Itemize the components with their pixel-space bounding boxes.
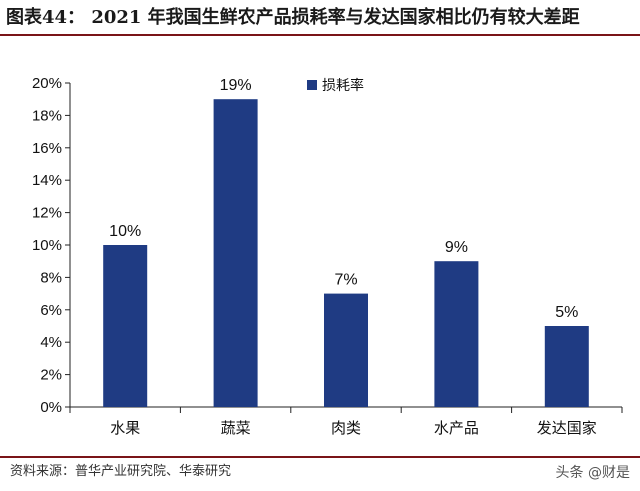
y-tick-label: 20% (32, 75, 62, 92)
data-label: 10% (109, 223, 141, 240)
y-tick-label: 6% (40, 302, 62, 319)
bar (324, 293, 368, 407)
y-tick-label: 16% (32, 140, 62, 157)
legend-swatch (307, 80, 317, 90)
data-label: 19% (220, 77, 252, 94)
x-tick-label: 水产品 (434, 419, 479, 437)
bottom-rule (0, 456, 640, 458)
bar (434, 261, 479, 407)
y-tick-label: 8% (40, 269, 62, 286)
bar (544, 326, 589, 407)
bar (213, 99, 258, 407)
legend-label: 损耗率 (322, 77, 364, 94)
bar (103, 245, 148, 407)
title-bar: 图表44： 2021 年我国生鲜农产品损耗率与发达国家相比仍有较大差距 (0, 0, 640, 32)
data-label: 7% (334, 272, 357, 289)
data-label: 5% (555, 304, 578, 321)
chart-title: 图表44： 2021 年我国生鲜农产品损耗率与发达国家相比仍有较大差距 (6, 7, 580, 28)
x-tick-label: 蔬菜 (221, 419, 251, 437)
y-tick-label: 2% (40, 367, 62, 384)
y-tick-label: 18% (32, 107, 62, 124)
y-tick-label: 10% (32, 237, 62, 254)
x-tick-label: 水果 (110, 419, 140, 437)
y-tick-label: 4% (40, 334, 62, 351)
x-tick-label: 肉类 (331, 419, 361, 437)
watermark: 头条 @财是 (555, 465, 630, 481)
y-tick-label: 14% (32, 172, 62, 189)
data-label: 9% (445, 239, 468, 256)
top-rule (0, 34, 640, 36)
y-tick-label: 0% (40, 399, 62, 416)
y-tick-label: 12% (32, 205, 62, 222)
bar-chart: 0% 2% 4% 6% 8% 10% 12% 14% 16% 18% 20% 10% 水果 19% 蔬菜 7%… (32, 75, 623, 437)
x-tick-label: 发达国家 (537, 419, 597, 437)
source-note: 资料来源：普华产业研究院、华泰研究 (10, 464, 232, 479)
